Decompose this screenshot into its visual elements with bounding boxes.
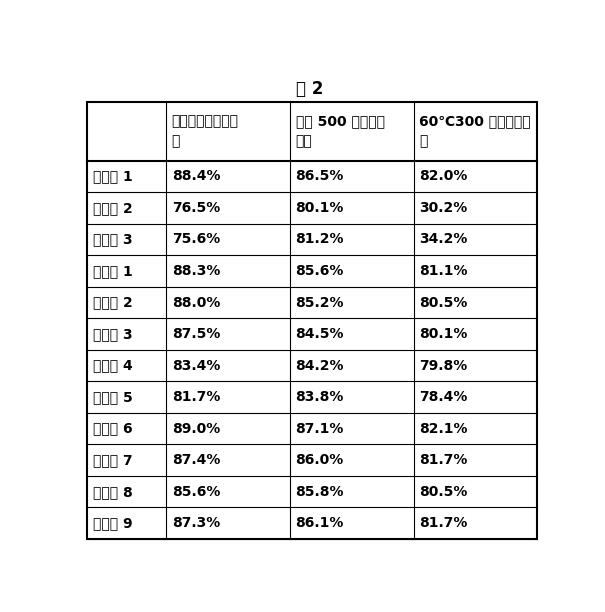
Text: 86.0%: 86.0% xyxy=(295,453,344,467)
Text: 87.1%: 87.1% xyxy=(295,422,344,436)
Text: 85.6%: 85.6% xyxy=(172,485,220,499)
Text: 80.1%: 80.1% xyxy=(295,201,344,215)
Text: 80.5%: 80.5% xyxy=(419,485,468,499)
Text: 81.1%: 81.1% xyxy=(419,264,468,278)
Text: 80.5%: 80.5% xyxy=(419,296,468,310)
Text: 低温放电容量保持
率: 低温放电容量保持 率 xyxy=(172,114,239,148)
Text: 30.2%: 30.2% xyxy=(419,201,468,215)
Text: 88.3%: 88.3% xyxy=(172,264,220,278)
Text: 实施例 3: 实施例 3 xyxy=(93,327,132,341)
Text: 89.0%: 89.0% xyxy=(172,422,220,436)
Text: 87.5%: 87.5% xyxy=(172,327,220,341)
Text: 34.2%: 34.2% xyxy=(419,233,468,247)
Text: 85.6%: 85.6% xyxy=(295,264,344,278)
Text: 82.0%: 82.0% xyxy=(419,170,468,184)
Text: 实施例 8: 实施例 8 xyxy=(93,485,132,499)
Text: 实施例 5: 实施例 5 xyxy=(93,390,132,404)
Text: 83.8%: 83.8% xyxy=(295,390,344,404)
Text: 85.2%: 85.2% xyxy=(295,296,344,310)
Text: 80.1%: 80.1% xyxy=(419,327,468,341)
Text: 对比例 2: 对比例 2 xyxy=(93,201,132,215)
Text: 75.6%: 75.6% xyxy=(172,233,220,247)
Text: 81.7%: 81.7% xyxy=(172,390,220,404)
Text: 87.3%: 87.3% xyxy=(172,517,220,530)
Text: 实施例 1: 实施例 1 xyxy=(93,264,132,278)
Text: 81.7%: 81.7% xyxy=(419,517,468,530)
Text: 88.4%: 88.4% xyxy=(172,170,220,184)
Text: 79.8%: 79.8% xyxy=(419,359,468,373)
Text: 82.1%: 82.1% xyxy=(419,422,468,436)
Text: 60℃300 周容量保持
率: 60℃300 周容量保持 率 xyxy=(419,114,531,148)
Text: 87.4%: 87.4% xyxy=(172,453,220,467)
Text: 表 2: 表 2 xyxy=(296,80,324,97)
Text: 对比例 1: 对比例 1 xyxy=(93,170,132,184)
Text: 86.1%: 86.1% xyxy=(295,517,344,530)
Text: 实施例 6: 实施例 6 xyxy=(93,422,132,436)
Text: 84.5%: 84.5% xyxy=(295,327,344,341)
Text: 常温 500 周容量保
持率: 常温 500 周容量保 持率 xyxy=(295,114,385,148)
Text: 86.5%: 86.5% xyxy=(295,170,344,184)
Text: 81.7%: 81.7% xyxy=(419,453,468,467)
Text: 78.4%: 78.4% xyxy=(419,390,468,404)
Text: 83.4%: 83.4% xyxy=(172,359,220,373)
Text: 76.5%: 76.5% xyxy=(172,201,220,215)
Text: 实施例 2: 实施例 2 xyxy=(93,296,132,310)
Text: 81.2%: 81.2% xyxy=(295,233,344,247)
Text: 85.8%: 85.8% xyxy=(295,485,344,499)
Text: 88.0%: 88.0% xyxy=(172,296,220,310)
Text: 实施例 4: 实施例 4 xyxy=(93,359,132,373)
Text: 对比例 3: 对比例 3 xyxy=(93,233,132,247)
Text: 实施例 9: 实施例 9 xyxy=(93,517,132,530)
Text: 84.2%: 84.2% xyxy=(295,359,344,373)
Text: 实施例 7: 实施例 7 xyxy=(93,453,132,467)
